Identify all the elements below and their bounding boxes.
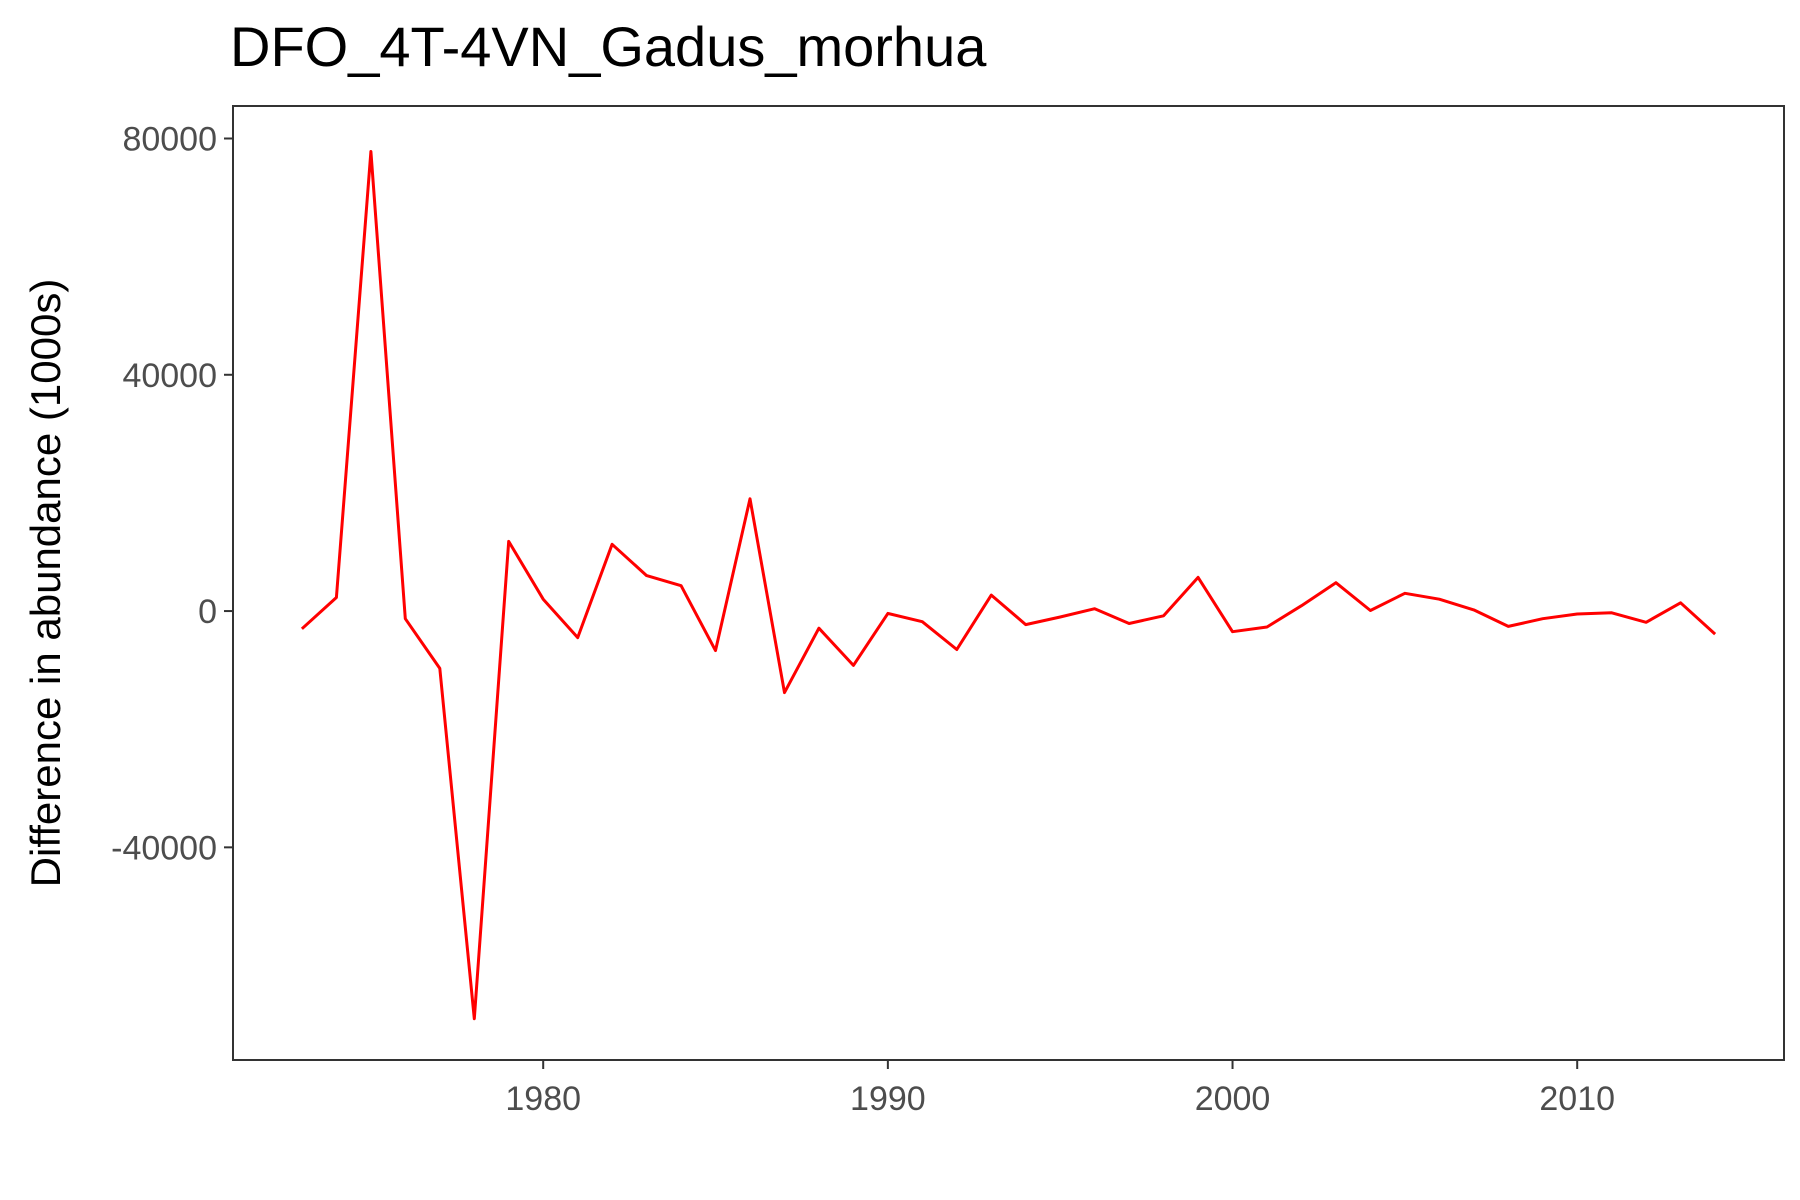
chart-title: DFO_4T-4VN_Gadus_morhua [230,15,987,78]
x-tick-label: 1980 [505,1080,581,1118]
x-axis: 1980 1990 2000 2010 [505,1060,1615,1118]
x-tick-label: 1990 [850,1080,926,1118]
x-tick-label: 2000 [1195,1080,1271,1118]
y-axis: -40000 0 40000 80000 [111,120,233,867]
y-axis-title: Difference in abundance (1000s) [22,279,69,888]
x-tick-label: 2010 [1539,1080,1615,1118]
y-tick-label: 40000 [122,357,217,395]
y-tick-label: -40000 [111,829,217,867]
series-line [300,150,1717,1021]
plot-panel [232,105,1785,1061]
y-tick-label: 0 [198,593,217,631]
y-tick-label: 80000 [122,120,217,158]
series-layer [300,150,1717,1021]
